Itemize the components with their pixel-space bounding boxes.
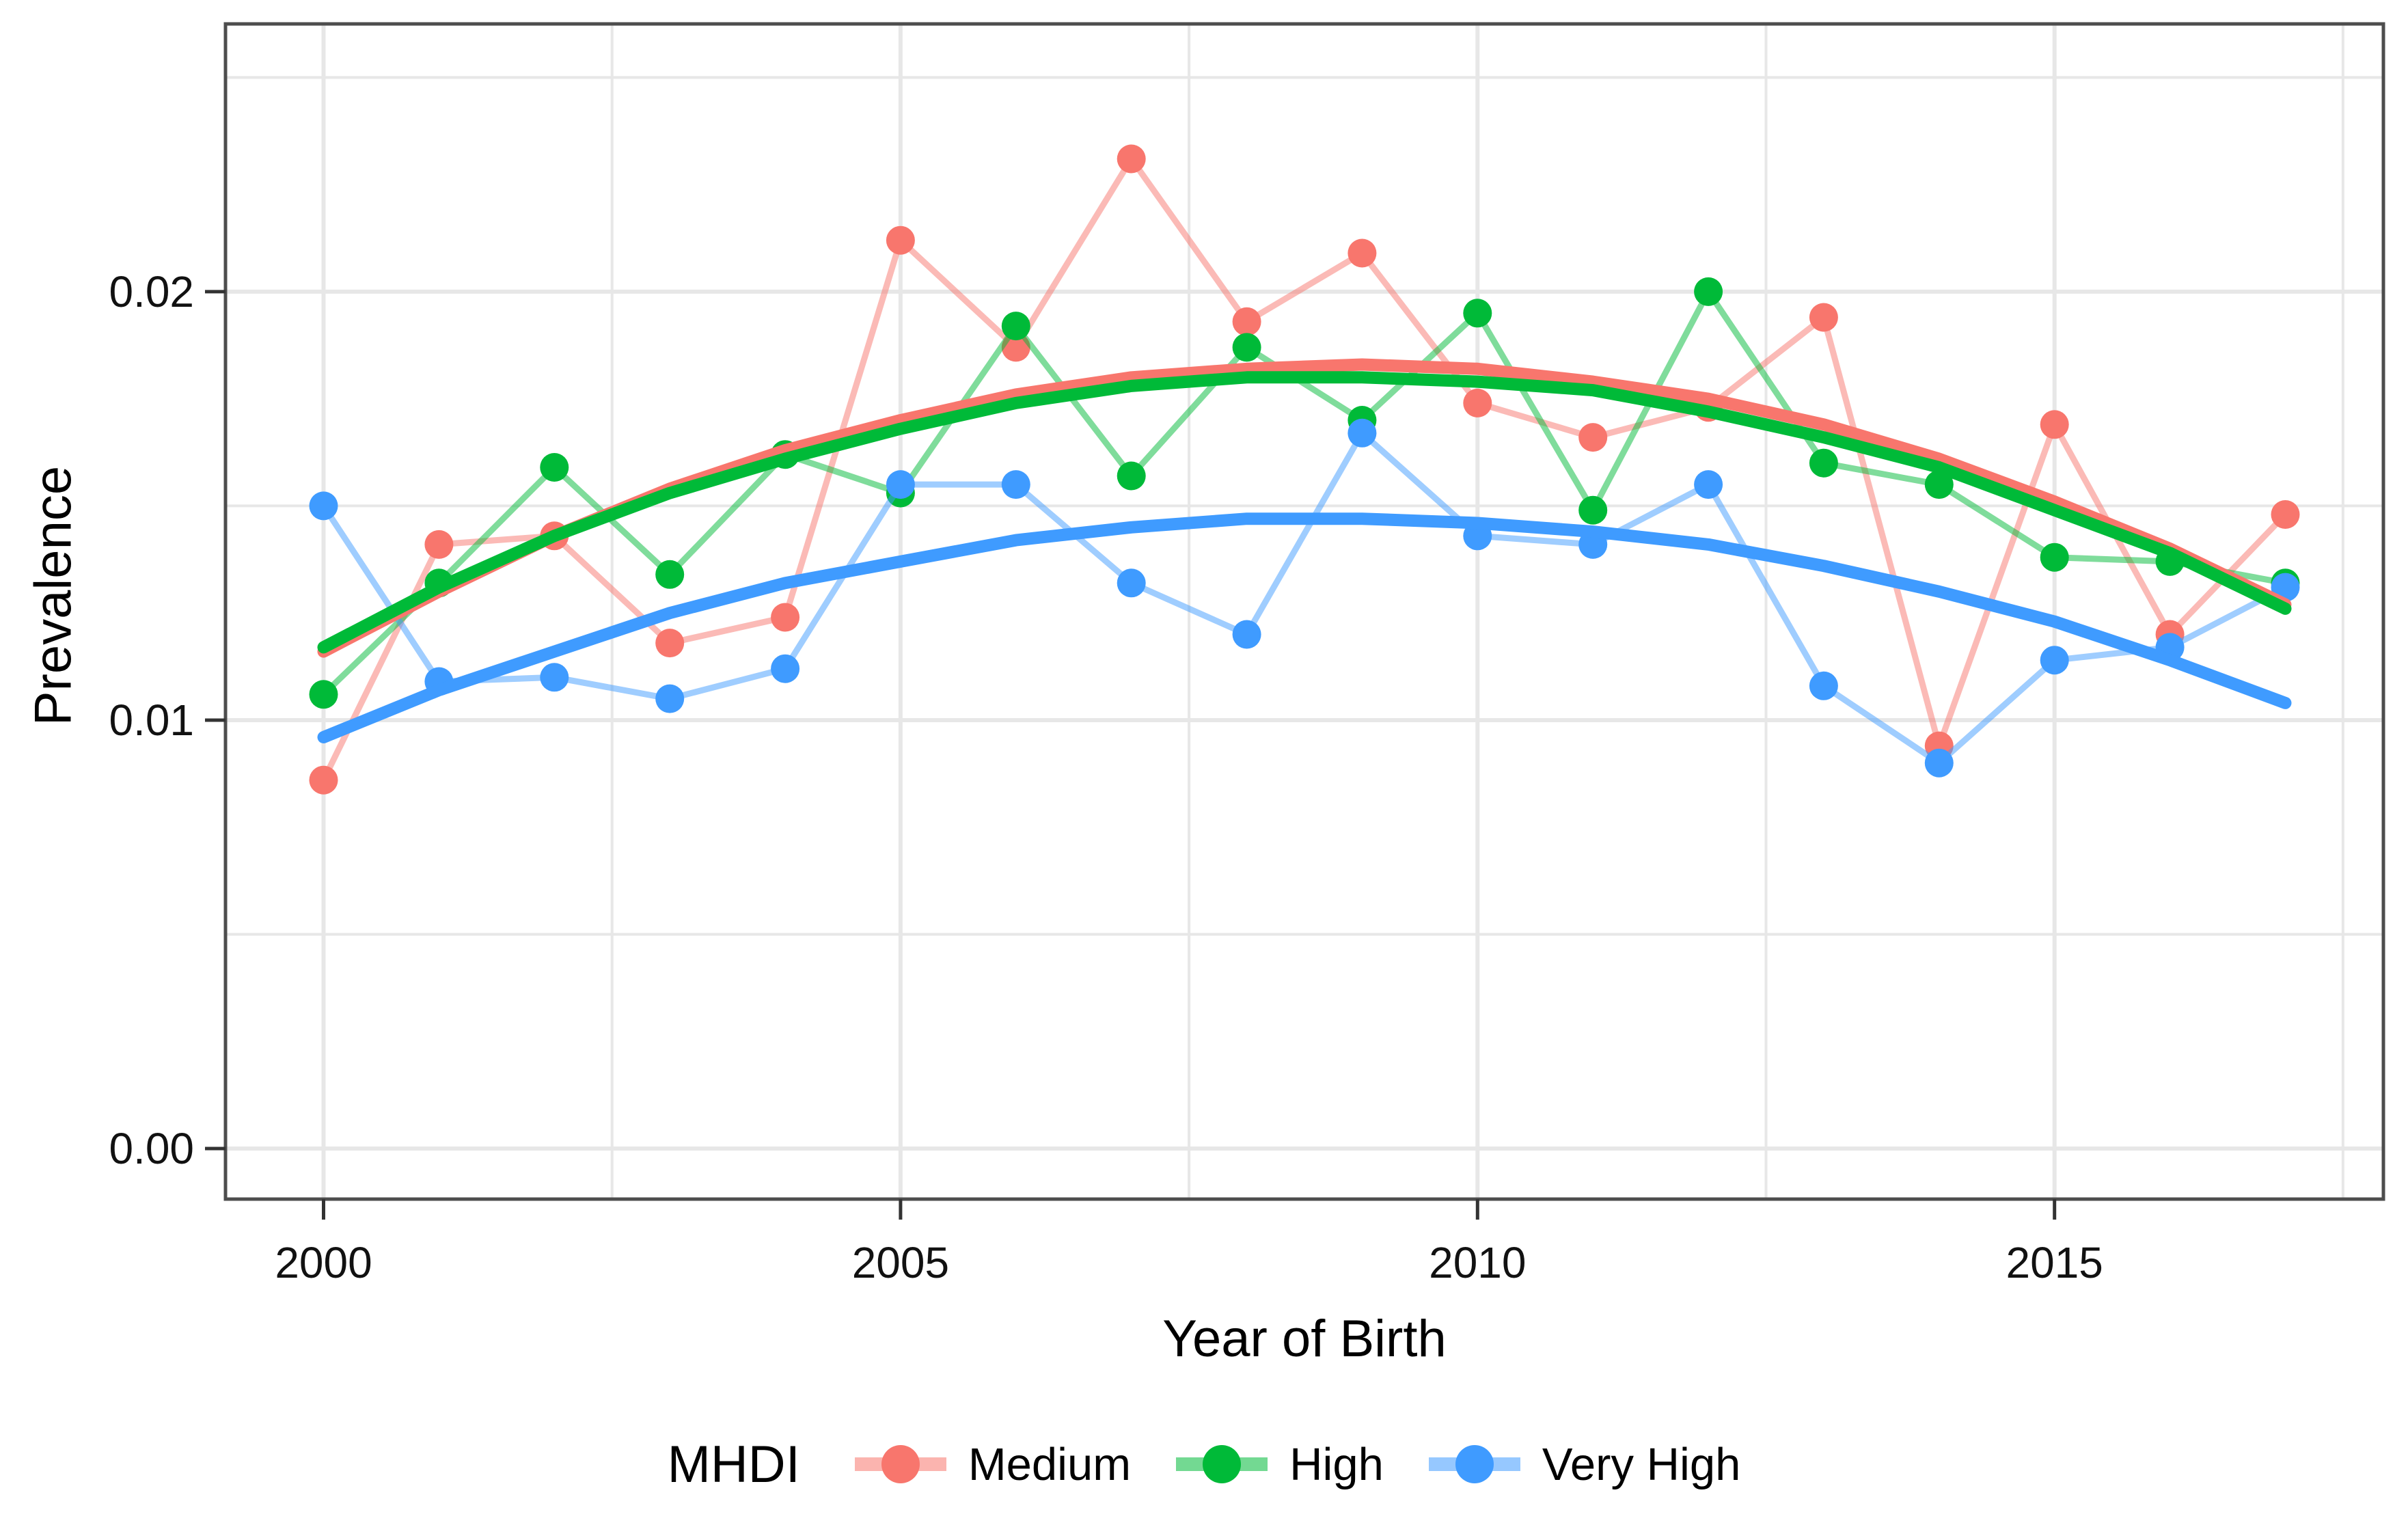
data-point-medium — [2040, 410, 2069, 439]
x-tick-label: 2015 — [2006, 1238, 2103, 1287]
data-point-high — [2040, 543, 2069, 572]
y-tick-label: 0.02 — [109, 267, 194, 316]
x-axis-title: Year of Birth — [1162, 1310, 1447, 1368]
x-tick-label: 2005 — [852, 1238, 949, 1287]
data-point-high — [1924, 470, 1954, 499]
data-point-medium — [1463, 388, 1492, 417]
data-point-very-high — [886, 470, 915, 499]
data-point-high — [1117, 461, 1146, 491]
data-point-very-high — [771, 654, 800, 683]
data-point-very-high — [1001, 470, 1030, 499]
x-tick-label: 2010 — [1429, 1238, 1526, 1287]
data-point-high — [1232, 333, 1261, 362]
legend-label-high: High — [1289, 1438, 1384, 1490]
data-point-medium — [771, 603, 800, 632]
legend-title: MHDI — [667, 1435, 800, 1494]
y-axis-title: Prevalence — [24, 465, 83, 726]
data-point-very-high — [1924, 748, 1954, 778]
trend-line-high — [317, 371, 2292, 654]
x-tick-label: 2000 — [275, 1238, 372, 1287]
data-point-medium — [1347, 238, 1377, 268]
data-point-medium — [1578, 423, 1608, 452]
legend-item-very-high: Very High — [1423, 1427, 1740, 1502]
data-point-high — [309, 680, 338, 709]
legend-key-medium-icon — [854, 1445, 946, 1483]
panel-border — [223, 22, 2385, 1201]
data-point-high — [1578, 495, 1608, 525]
data-point-medium — [424, 530, 454, 559]
series-line-very-high — [320, 430, 2288, 767]
legend-item-high: High — [1171, 1427, 1384, 1502]
legend-item-medium: Medium — [849, 1427, 1131, 1502]
data-point-very-high — [1347, 418, 1377, 448]
series-line-high — [320, 288, 2288, 698]
data-point-medium — [1117, 144, 1146, 174]
data-point-medium — [1232, 307, 1261, 336]
legend-label-medium: Medium — [968, 1438, 1132, 1490]
data-point-medium — [1809, 303, 1838, 332]
data-point-very-high — [655, 684, 685, 713]
data-point-very-high — [1809, 671, 1838, 700]
legend-key-very-high-icon — [1428, 1445, 1520, 1483]
legend-key-high-icon — [1176, 1445, 1268, 1483]
data-point-very-high — [1694, 470, 1723, 499]
data-point-high — [540, 453, 569, 482]
data-point-medium — [309, 765, 338, 795]
y-tick-label: 0.00 — [109, 1124, 194, 1173]
trend-line-very-high — [317, 512, 2292, 743]
y-tick-label: 0.01 — [109, 696, 194, 745]
data-point-medium — [655, 629, 685, 658]
data-point-medium — [886, 225, 915, 255]
data-point-high — [1001, 312, 1030, 341]
data-point-very-high — [309, 491, 338, 521]
legend: MHDI Medium High Very High — [0, 1427, 2408, 1502]
data-point-high — [1809, 448, 1838, 478]
legend-label-very-high: Very High — [1542, 1438, 1741, 1490]
data-point-medium — [2271, 500, 2300, 529]
data-point-high — [1694, 277, 1723, 306]
data-point-very-high — [1232, 620, 1261, 649]
data-point-high — [655, 560, 685, 589]
data-point-high — [1463, 299, 1492, 328]
data-point-very-high — [2040, 646, 2069, 675]
data-point-very-high — [1117, 568, 1146, 598]
data-point-very-high — [540, 663, 569, 692]
